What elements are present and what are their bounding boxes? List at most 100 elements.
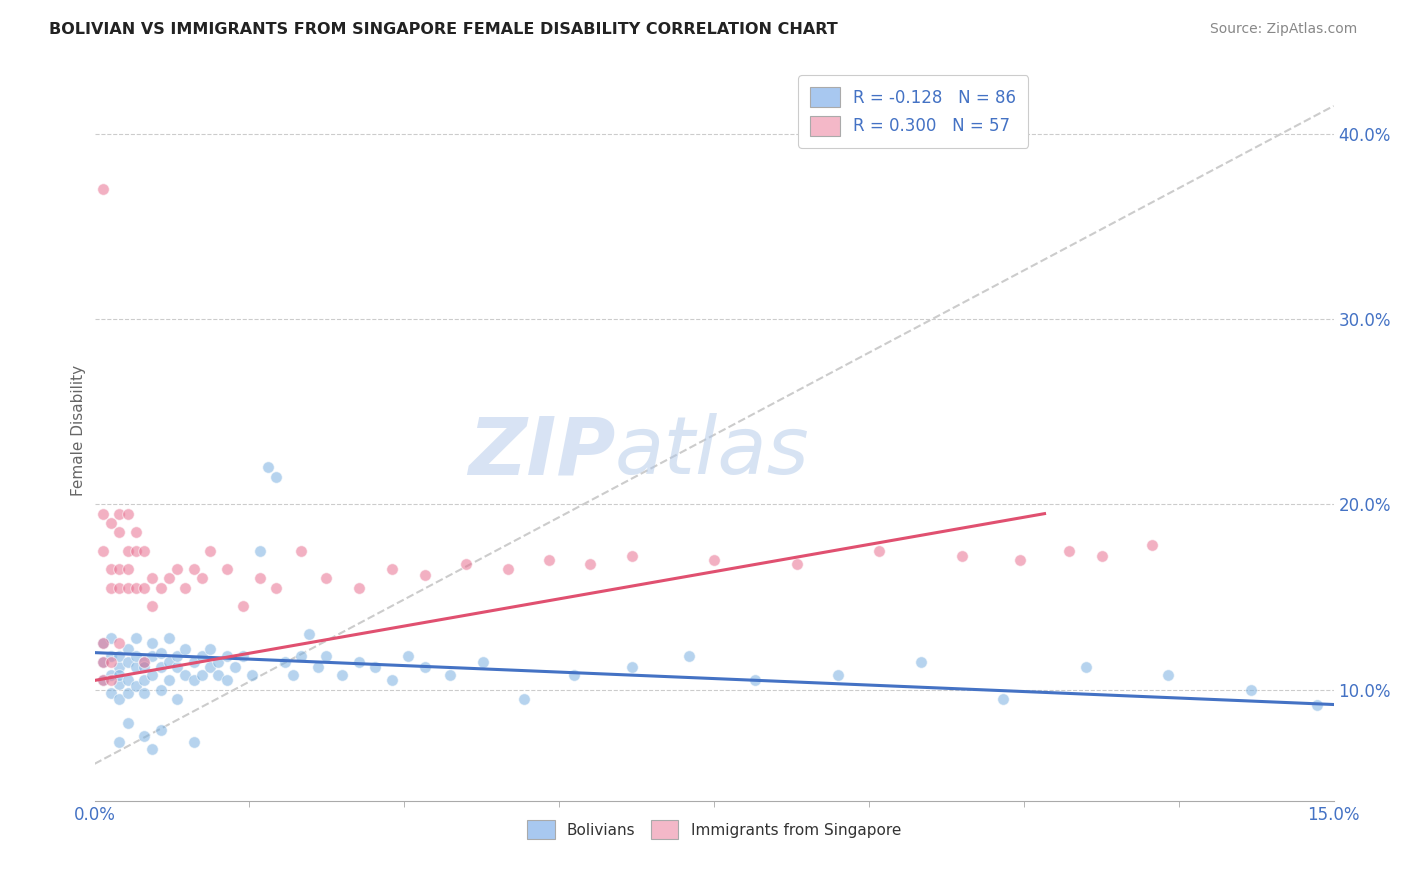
Point — [1008, 553, 1031, 567]
Point — [108, 525, 131, 540]
Text: BOLIVIAN VS IMMIGRANTS FROM SINGAPORE FEMALE DISABILITY CORRELATION CHART: BOLIVIAN VS IMMIGRANTS FROM SINGAPORE FE… — [49, 22, 838, 37]
Point — [91, 636, 114, 650]
Point — [134, 673, 156, 688]
Point — [183, 562, 205, 576]
Point — [100, 516, 122, 530]
Point — [149, 646, 172, 660]
Point — [108, 677, 131, 691]
Point — [134, 655, 156, 669]
Point — [100, 631, 122, 645]
Point — [117, 673, 139, 688]
Point — [993, 692, 1015, 706]
Point — [224, 660, 246, 674]
Point — [620, 549, 643, 564]
Point — [134, 543, 156, 558]
Point — [232, 649, 254, 664]
Point — [439, 668, 461, 682]
Point — [232, 599, 254, 614]
Point — [200, 543, 222, 558]
Point — [166, 649, 188, 664]
Point — [149, 682, 172, 697]
Point — [157, 631, 180, 645]
Point — [108, 562, 131, 576]
Point — [125, 525, 148, 540]
Point — [91, 507, 114, 521]
Point — [381, 562, 404, 576]
Point — [91, 655, 114, 669]
Point — [744, 673, 766, 688]
Point — [191, 668, 214, 682]
Point — [117, 655, 139, 669]
Point — [215, 649, 238, 664]
Point — [108, 692, 131, 706]
Point — [332, 668, 354, 682]
Point — [207, 655, 229, 669]
Point — [215, 673, 238, 688]
Point — [207, 668, 229, 682]
Point — [562, 668, 585, 682]
Point — [117, 543, 139, 558]
Point — [141, 649, 163, 664]
Point — [141, 572, 163, 586]
Point — [100, 562, 122, 576]
Point — [91, 182, 114, 196]
Point — [117, 507, 139, 521]
Point — [125, 649, 148, 664]
Point — [257, 460, 280, 475]
Point — [100, 649, 122, 664]
Point — [364, 660, 387, 674]
Point — [91, 673, 114, 688]
Point — [100, 673, 122, 688]
Point — [381, 673, 404, 688]
Point — [166, 660, 188, 674]
Point — [125, 581, 148, 595]
Point — [1306, 698, 1329, 712]
Point — [513, 692, 536, 706]
Point — [315, 572, 337, 586]
Point — [149, 723, 172, 738]
Point — [149, 660, 172, 674]
Point — [298, 627, 321, 641]
Point — [266, 469, 288, 483]
Point — [290, 543, 312, 558]
Point — [868, 543, 890, 558]
Point — [117, 641, 139, 656]
Point — [108, 649, 131, 664]
Point — [91, 655, 114, 669]
Y-axis label: Female Disability: Female Disability — [72, 365, 86, 496]
Point — [108, 734, 131, 748]
Point — [307, 660, 329, 674]
Point — [157, 655, 180, 669]
Point — [910, 655, 932, 669]
Point — [191, 572, 214, 586]
Point — [183, 673, 205, 688]
Point — [141, 599, 163, 614]
Point — [281, 668, 304, 682]
Point — [273, 655, 295, 669]
Point — [240, 668, 263, 682]
Point — [125, 660, 148, 674]
Point — [166, 562, 188, 576]
Point — [1091, 549, 1114, 564]
Point — [1240, 682, 1263, 697]
Point — [91, 673, 114, 688]
Point — [266, 581, 288, 595]
Point — [174, 668, 197, 682]
Point — [117, 716, 139, 731]
Point — [249, 572, 271, 586]
Point — [827, 668, 849, 682]
Point — [347, 655, 370, 669]
Point — [950, 549, 973, 564]
Point — [125, 631, 148, 645]
Point — [620, 660, 643, 674]
Point — [1140, 538, 1163, 552]
Point — [125, 543, 148, 558]
Point — [786, 557, 808, 571]
Point — [1157, 668, 1180, 682]
Point — [100, 668, 122, 682]
Point — [579, 557, 602, 571]
Text: ZIP: ZIP — [468, 414, 614, 491]
Point — [108, 668, 131, 682]
Point — [290, 649, 312, 664]
Point — [100, 581, 122, 595]
